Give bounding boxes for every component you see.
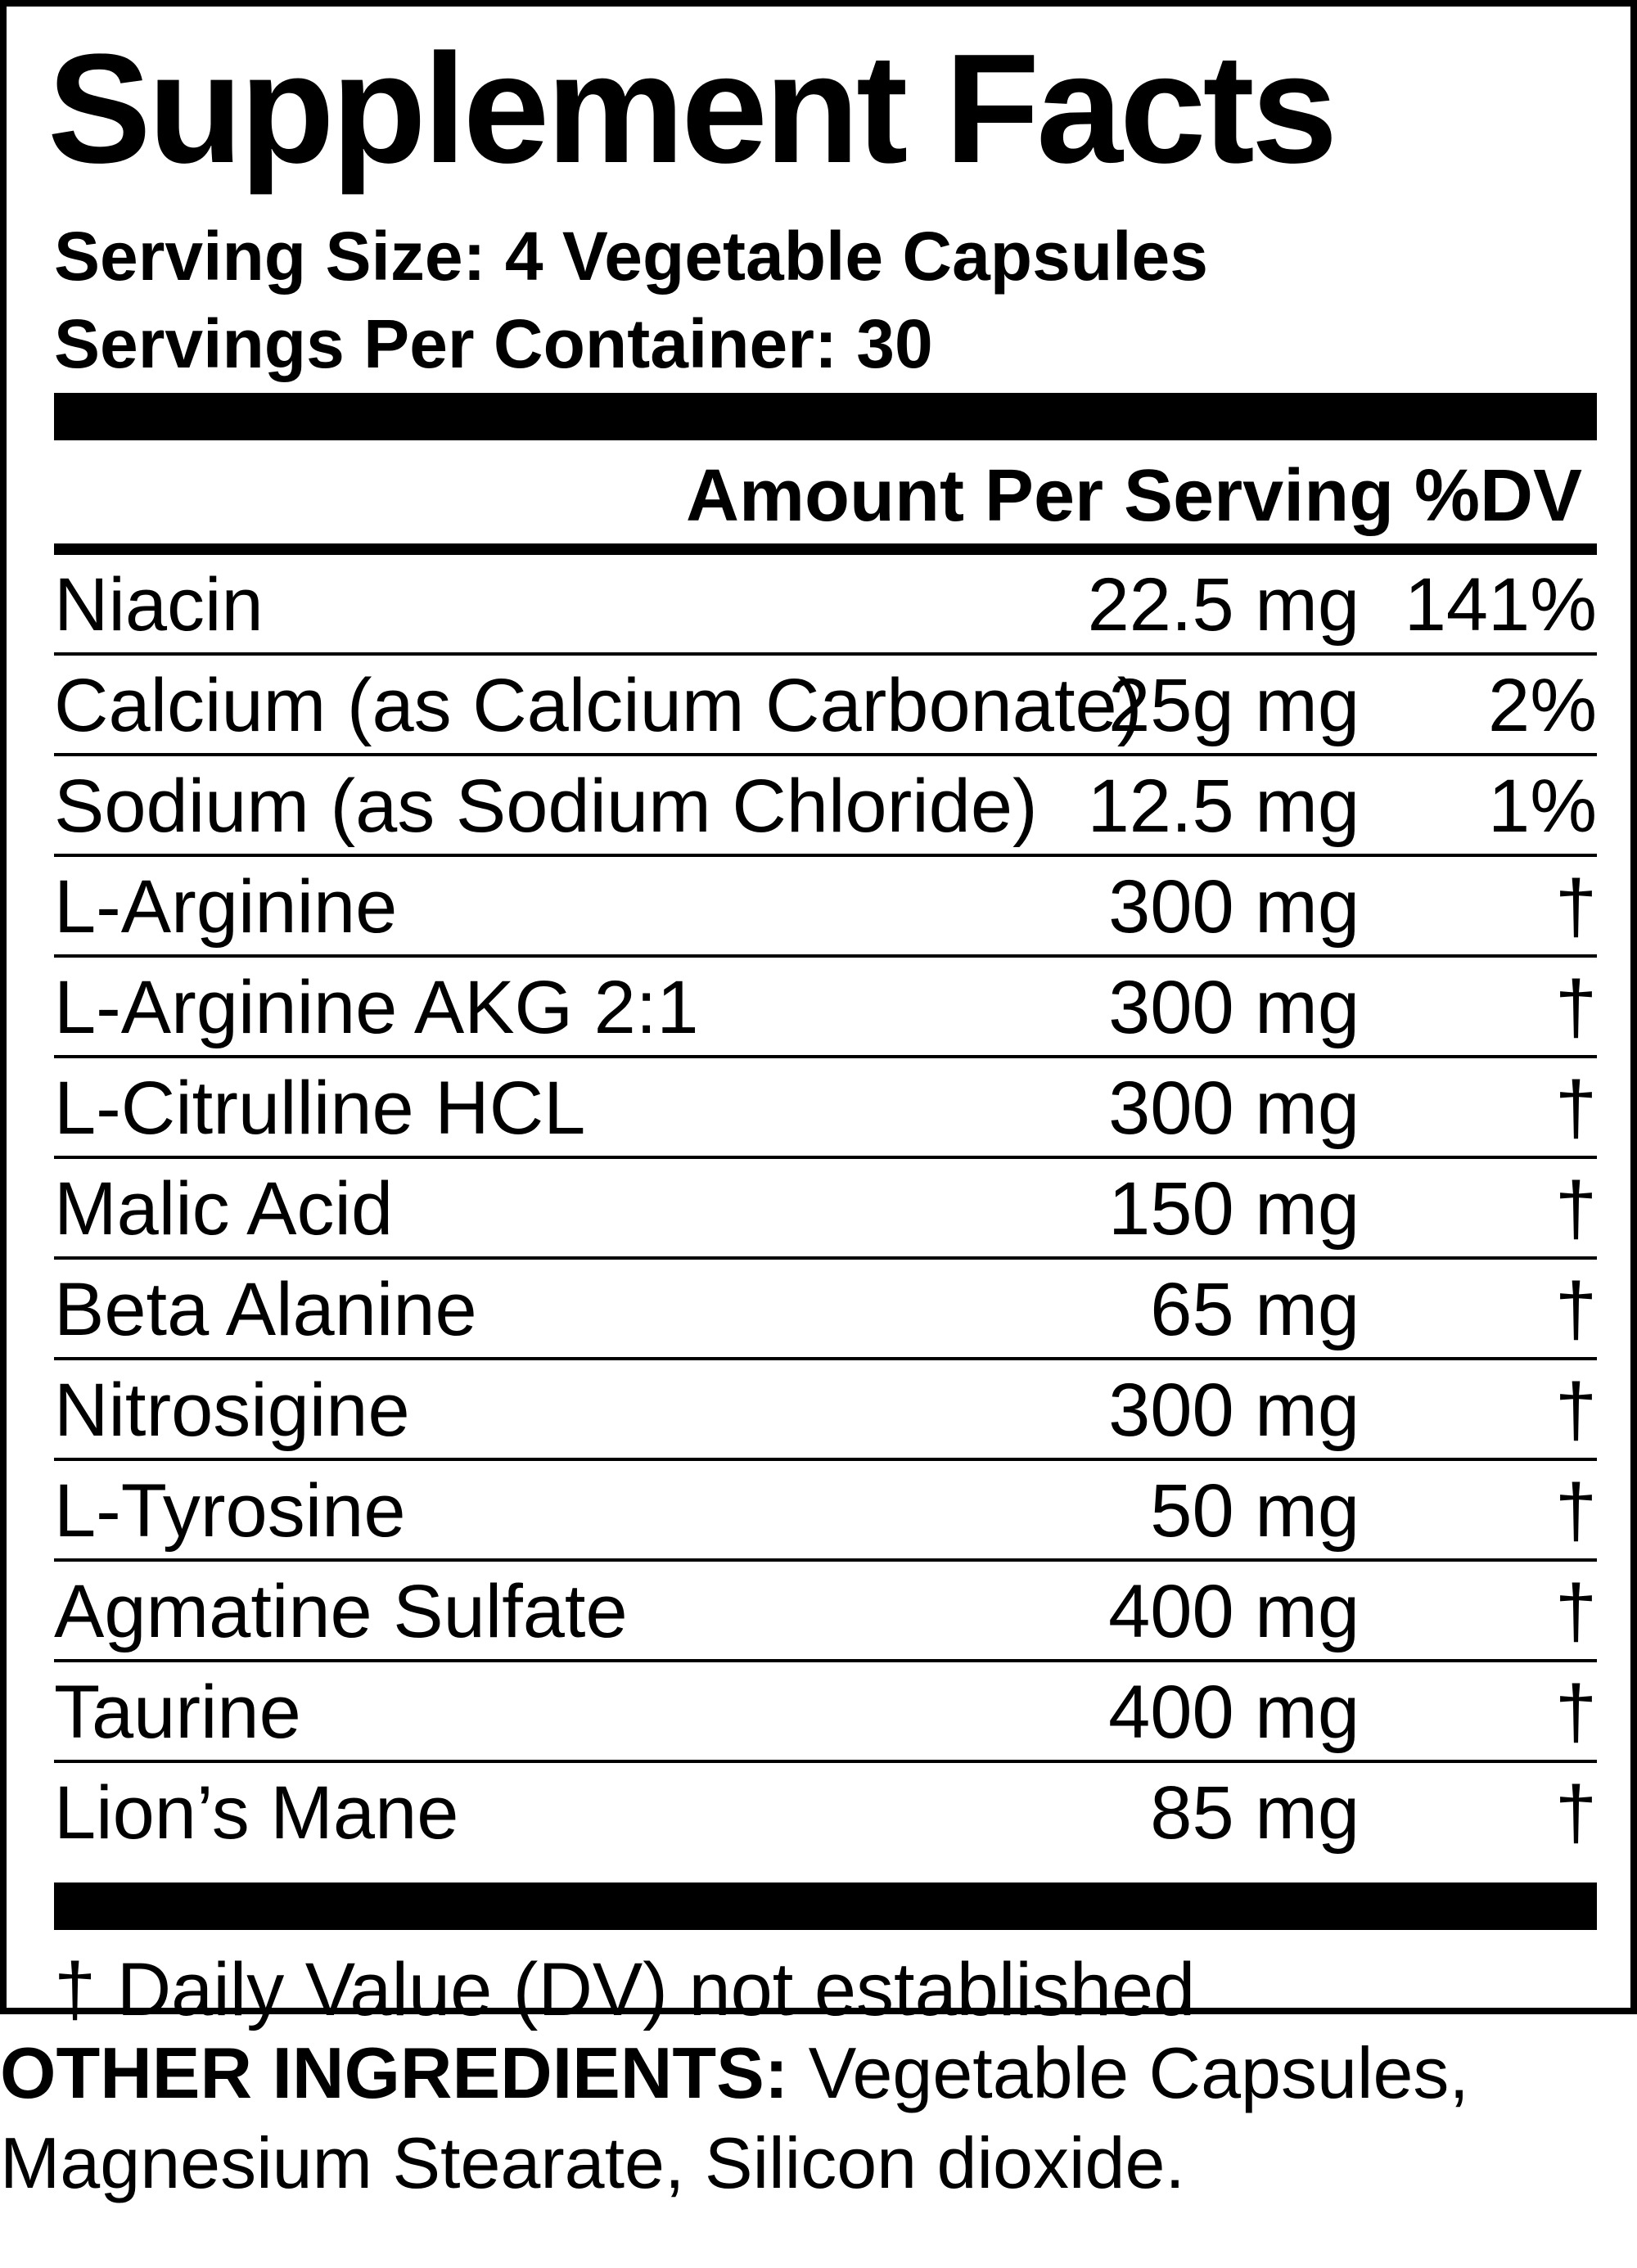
ingredient-amount: 85 mg <box>1150 1771 1360 1855</box>
ingredient-amount: 22.5 mg <box>1087 563 1360 647</box>
ingredient-row: Malic Acid 150 mg † <box>54 1159 1597 1260</box>
ingredient-dv: † <box>1554 865 1597 949</box>
other-ingredients-text: Vegetable Capsules, Magnesium Stearate, … <box>0 2032 1469 2203</box>
ingredient-dv: † <box>1554 1368 1597 1452</box>
ingredient-amount: 400 mg <box>1108 1570 1360 1653</box>
ingredient-row: L-Tyrosine 50 mg † <box>54 1461 1597 1562</box>
ingredient-amount: 300 mg <box>1108 1368 1360 1452</box>
servings-per-container: Servings Per Container: 30 <box>54 305 933 382</box>
top-divider-bar <box>54 393 1597 440</box>
ingredient-dv: † <box>1554 1570 1597 1653</box>
ingredient-amount: 300 mg <box>1108 966 1360 1049</box>
bottom-divider-bar <box>54 1882 1597 1930</box>
header-amount-per-serving: Amount Per Serving <box>686 455 1395 537</box>
ingredient-row: Niacin 22.5 mg 141% <box>54 555 1597 656</box>
ingredient-row: Taurine 400 mg † <box>54 1662 1597 1763</box>
ingredient-name: Calcium (as Calcium Carbonate) <box>54 664 1143 747</box>
header-daily-value: %DV <box>1414 455 1582 537</box>
ingredient-row: Beta Alanine 65 mg † <box>54 1260 1597 1360</box>
ingredient-name: L-Arginine <box>54 865 398 949</box>
ingredient-row: Lion’s Mane 85 mg † <box>54 1763 1597 1864</box>
ingredient-amount: 150 mg <box>1108 1167 1360 1251</box>
ingredient-dv: † <box>1554 1167 1597 1251</box>
header-divider <box>54 543 1597 555</box>
ingredient-name: L-Citrulline HCL <box>54 1066 586 1150</box>
ingredient-dv: † <box>1554 1066 1597 1150</box>
ingredient-amount: 65 mg <box>1150 1268 1360 1351</box>
ingredient-amount: 300 mg <box>1108 1066 1360 1150</box>
panel-title: Supplement Facts <box>47 22 1337 196</box>
ingredient-row: L-Citrulline HCL 300 mg † <box>54 1058 1597 1159</box>
ingredient-name: Malic Acid <box>54 1167 394 1251</box>
ingredient-name: Nitrosigine <box>54 1368 410 1452</box>
ingredient-amount: 25g mg <box>1108 664 1360 747</box>
ingredient-row: Calcium (as Calcium Carbonate) 25g mg 2% <box>54 656 1597 756</box>
serving-size: Serving Size: 4 Vegetable Capsules <box>54 218 1208 295</box>
ingredient-row: Nitrosigine 300 mg † <box>54 1360 1597 1461</box>
ingredient-dv: † <box>1554 966 1597 1049</box>
ingredient-dv: † <box>1554 1268 1597 1351</box>
ingredient-name: Agmatine Sulfate <box>54 1570 628 1653</box>
ingredient-amount: 400 mg <box>1108 1671 1360 1754</box>
ingredient-name: L-Tyrosine <box>54 1469 406 1553</box>
ingredient-row: Sodium (as Sodium Chloride) 12.5 mg 1% <box>54 756 1597 857</box>
ingredient-name: L-Arginine AKG 2:1 <box>54 966 699 1049</box>
other-ingredients: OTHER INGREDIENTS: Vegetable Capsules, M… <box>0 2028 1629 2208</box>
ingredient-name: Niacin <box>54 563 264 647</box>
ingredient-name: Taurine <box>54 1671 301 1754</box>
ingredient-rows: Niacin 22.5 mg 141% Calcium (as Calcium … <box>54 555 1597 1864</box>
ingredient-name: Sodium (as Sodium Chloride) <box>54 764 1038 848</box>
ingredient-amount: 12.5 mg <box>1087 764 1360 848</box>
ingredient-name: Lion’s Mane <box>54 1771 459 1855</box>
other-ingredients-label: OTHER INGREDIENTS: <box>0 2032 789 2113</box>
ingredient-amount: 300 mg <box>1108 865 1360 949</box>
ingredient-row: L-Arginine 300 mg † <box>54 857 1597 958</box>
ingredient-name: Beta Alanine <box>54 1268 477 1351</box>
ingredient-dv: 1% <box>1488 764 1597 848</box>
ingredient-dv: 2% <box>1488 664 1597 747</box>
ingredient-dv: † <box>1554 1771 1597 1855</box>
ingredient-dv: † <box>1554 1469 1597 1553</box>
supplement-facts-panel: Supplement Facts Serving Size: 4 Vegetab… <box>0 0 1637 2031</box>
dv-footnote: † Daily Value (DV) not established <box>54 1948 1196 2031</box>
ingredient-dv: 141% <box>1404 563 1597 647</box>
ingredient-row: Agmatine Sulfate 400 mg † <box>54 1562 1597 1662</box>
ingredient-dv: † <box>1554 1671 1597 1754</box>
ingredient-amount: 50 mg <box>1150 1469 1360 1553</box>
ingredient-row: L-Arginine AKG 2:1 300 mg † <box>54 958 1597 1058</box>
